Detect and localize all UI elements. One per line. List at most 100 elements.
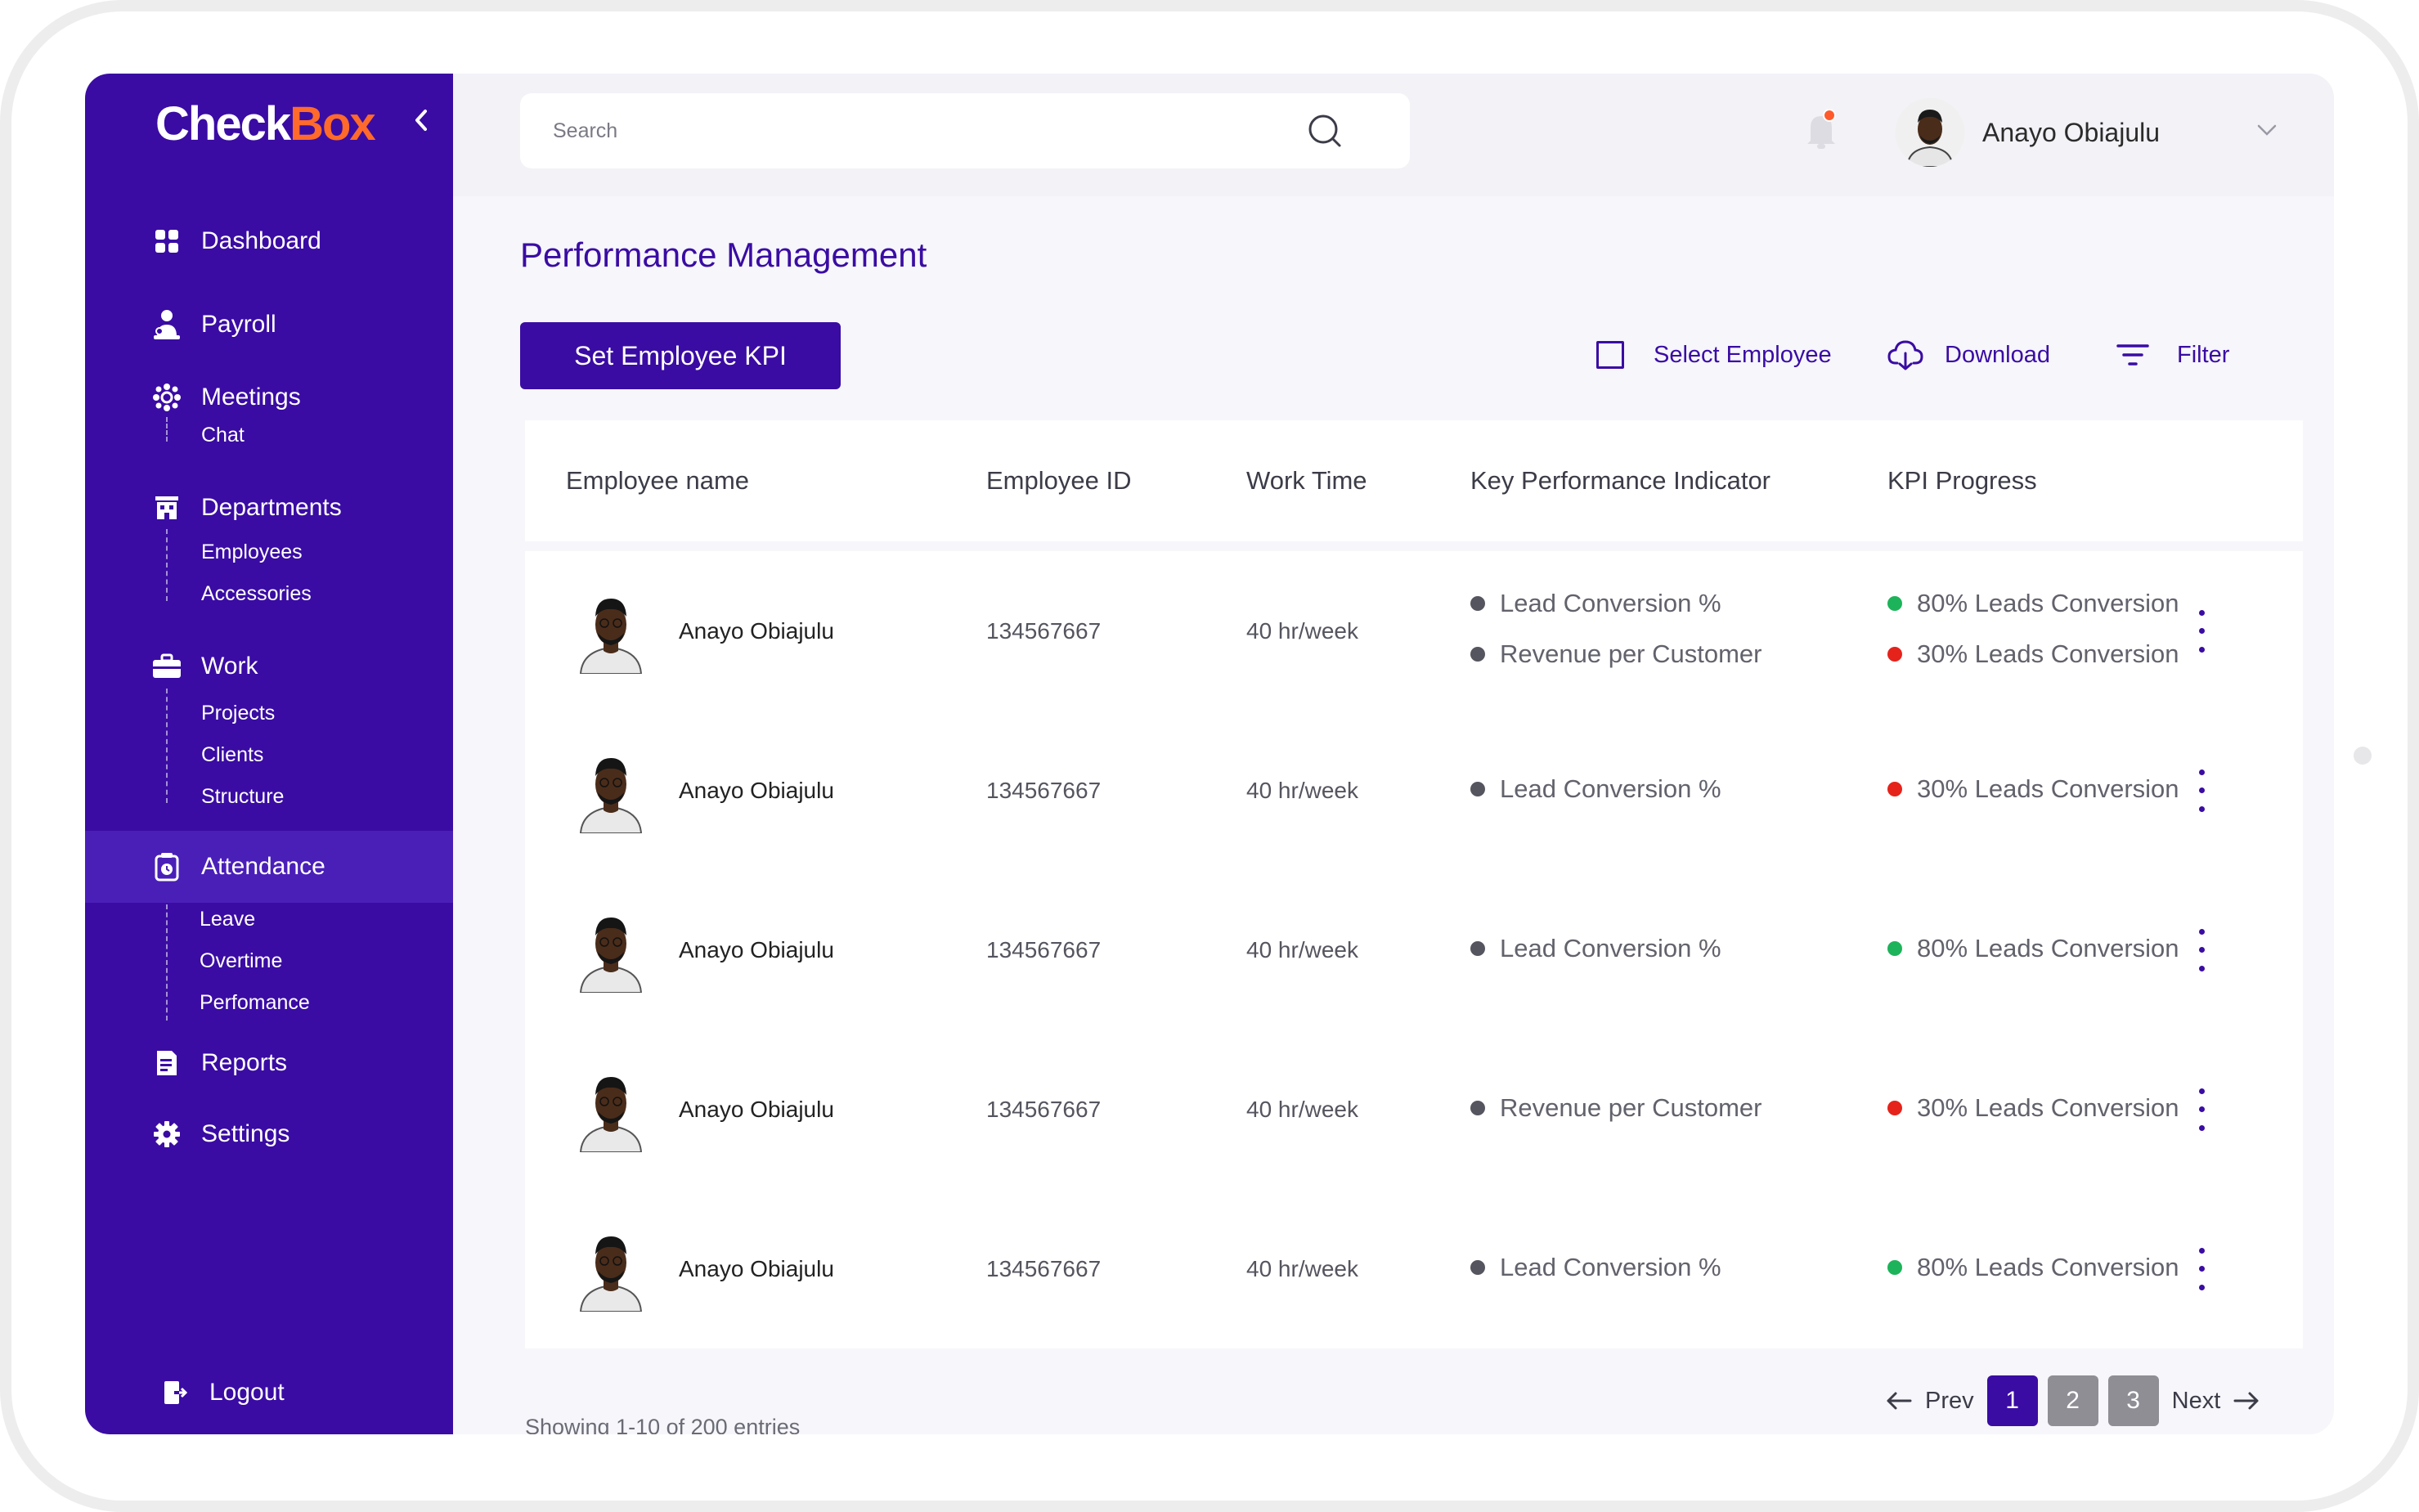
entries-summary: Showing 1-10 of 200 entries (525, 1415, 801, 1434)
employee-id: 134567667 (986, 1096, 1102, 1122)
more-options-icon[interactable] (2192, 1088, 2211, 1131)
chevron-left-icon (415, 110, 427, 131)
sidebar-subitem-accessories[interactable]: Accessories (201, 582, 312, 605)
tree-connector (166, 904, 168, 1021)
sidebar-subitem-employees[interactable]: Employees (201, 541, 303, 563)
table-row[interactable]: Anayo Obiajulu 134567667 40 hr/week Lead Co… (525, 711, 2303, 870)
employee-name[interactable]: Anayo Obiajulu (679, 1255, 834, 1281)
sidebar-subitem-performance[interactable]: Perfomance (200, 991, 310, 1014)
brand-logo-part1: Check (155, 97, 291, 150)
sidebar-item-attendance[interactable]: Attendance (85, 831, 453, 903)
sidebar-subitem-structure[interactable]: Structure (201, 785, 285, 808)
status-dot (1887, 940, 1902, 956)
sidebar-item-label: Reports (201, 1049, 288, 1076)
sidebar-subitem-leave[interactable]: Leave (200, 908, 256, 931)
reports-icon (152, 1048, 182, 1078)
kebab-dot (2198, 646, 2205, 653)
dashboard-icon (152, 227, 182, 256)
kebab-dot (2198, 928, 2205, 935)
prev-label: Prev (1925, 1387, 1974, 1414)
employee-id: 134567667 (986, 936, 1102, 962)
bullet-dot (1470, 781, 1485, 796)
collapse-sidebar-button[interactable] (406, 100, 438, 141)
download-button[interactable]: Download (1887, 334, 2050, 376)
employee-name[interactable]: Anayo Obiajulu (679, 936, 834, 962)
next-page-button[interactable]: Next (2172, 1388, 2262, 1415)
select-employee-button[interactable]: Select Employee (1596, 334, 1832, 376)
status-dot (1887, 1259, 1902, 1275)
column-header-kpi-progress[interactable]: KPI Progress (1887, 466, 2037, 495)
kpi-progress-label: 80% Leads Conversion (1917, 933, 2179, 962)
notification-bell-icon[interactable] (1801, 108, 1842, 152)
sidebar-item-departments[interactable]: Departments (85, 483, 453, 532)
employee-avatar (574, 1067, 648, 1153)
more-options-icon[interactable] (2192, 928, 2211, 971)
kebab-dot (2198, 947, 2205, 953)
chevron-down-icon[interactable] (2251, 114, 2283, 147)
filter-icon (2116, 343, 2149, 367)
kpi-item: Lead Conversion % (1470, 934, 1721, 963)
search-input[interactable] (553, 114, 1289, 147)
search-icon[interactable] (1305, 111, 1344, 150)
work-time: 40 hr/week (1246, 617, 1358, 644)
select-employee-checkbox[interactable] (1596, 341, 1624, 369)
sidebar-subitem-clients[interactable]: Clients (201, 743, 264, 766)
column-header-employee-name[interactable]: Employee name (566, 466, 750, 495)
kpi-item: Lead Conversion % (1470, 774, 1721, 804)
brand-logo-part2: Box (289, 97, 376, 150)
status-dot (1887, 781, 1902, 796)
sidebar-item-work[interactable]: Work (85, 642, 453, 691)
page-1-button[interactable]: 1 (1986, 1375, 2038, 1426)
kpi-progress-label: 30% Leads Conversion (1917, 1092, 2179, 1122)
sidebar-subitem-projects[interactable]: Projects (201, 702, 276, 725)
sidebar-subitem-chat[interactable]: Chat (201, 424, 245, 446)
page-3-button[interactable]: 3 (2107, 1375, 2159, 1426)
sidebar-item-payroll[interactable]: Payroll (85, 300, 453, 349)
kebab-dot (2198, 1247, 2205, 1254)
cloud-download-icon (1887, 339, 1923, 371)
kpi-progress-item: 30% Leads Conversion (1887, 639, 2179, 669)
kpi-item: Revenue per Customer (1470, 1093, 1762, 1123)
sidebar-item-logout[interactable]: Logout (85, 1368, 453, 1417)
sidebar-item-label: Logout (209, 1379, 285, 1406)
prev-page-button[interactable]: Prev (1884, 1388, 1974, 1415)
filter-button[interactable]: Filter (2116, 334, 2229, 376)
search-box (520, 93, 1410, 168)
table-row[interactable]: Anayo Obiajulu 134567667 40 hr/week Revenue… (525, 1030, 2303, 1189)
employee-name[interactable]: Anayo Obiajulu (679, 617, 834, 644)
more-options-icon[interactable] (2192, 1247, 2211, 1290)
work-time: 40 hr/week (1246, 777, 1358, 803)
table-row[interactable]: Anayo Obiajulu 134567667 40 hr/week Lead Co… (525, 870, 2303, 1030)
kpi-progress-item: 30% Leads Conversion (1887, 774, 2179, 804)
column-header-work-time[interactable]: Work Time (1246, 466, 1367, 495)
table-row[interactable]: Anayo Obiajulu 134567667 40 hr/week Lead Co… (525, 551, 2303, 711)
table-row[interactable]: Anayo Obiajulu 134567667 40 hr/week Lead Co… (525, 1189, 2303, 1348)
employee-name[interactable]: Anayo Obiajulu (679, 1096, 834, 1122)
sidebar-item-meetings[interactable]: Meetings (85, 373, 453, 422)
sidebar-item-settings[interactable]: Settings (85, 1110, 453, 1159)
column-header-employee-id[interactable]: Employee ID (986, 466, 1132, 495)
user-avatar[interactable] (1896, 98, 1964, 167)
more-options-icon[interactable] (2192, 609, 2211, 653)
brand-logo[interactable]: CheckBox (155, 96, 376, 151)
sidebar-item-reports[interactable]: Reports (85, 1039, 453, 1088)
bullet-dot (1470, 646, 1485, 662)
sidebar-subitem-overtime[interactable]: Overtime (200, 949, 283, 972)
payroll-icon (152, 310, 182, 339)
sidebar-item-label: Payroll (201, 311, 276, 338)
select-employee-label: Select Employee (1654, 341, 1832, 368)
filter-label: Filter (2177, 341, 2230, 368)
user-name[interactable]: Anayo Obiajulu (1982, 118, 2161, 147)
page-2-button[interactable]: 2 (2047, 1375, 2098, 1426)
work-time: 40 hr/week (1246, 1255, 1358, 1281)
status-dot (1887, 646, 1902, 662)
gear-icon (152, 1119, 182, 1149)
sidebar-item-label: Work (201, 653, 258, 680)
column-header-kpi[interactable]: Key Performance Indicator (1470, 466, 1771, 495)
more-options-icon[interactable] (2192, 769, 2211, 812)
employee-name[interactable]: Anayo Obiajulu (679, 777, 834, 803)
set-employee-kpi-button[interactable]: Set Employee KPI (520, 322, 841, 389)
kpi-progress-item: 80% Leads Conversion (1887, 1253, 2179, 1282)
sidebar-item-dashboard[interactable]: Dashboard (85, 217, 453, 266)
employee-avatar (574, 1227, 648, 1312)
